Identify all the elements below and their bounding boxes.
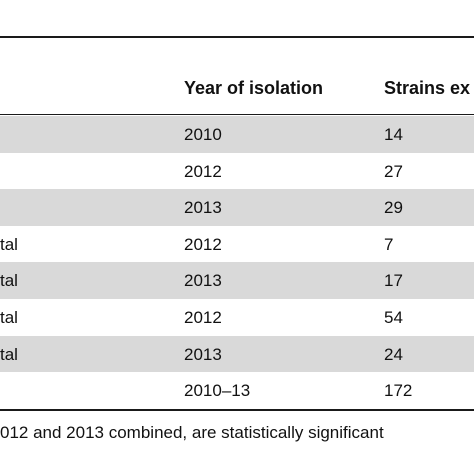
table-footnote: 012 and 2013 combined, are statistically…	[0, 423, 384, 442]
cell-year: 2012	[184, 307, 222, 327]
table-header: Year of isolation Strains ex	[0, 70, 474, 108]
cell-source: tal	[0, 271, 18, 291]
cell-year: 2013	[184, 271, 222, 291]
cell-year: 2013	[184, 198, 222, 218]
cell-year: 2012	[184, 234, 222, 254]
cell-year: 2013	[184, 344, 222, 364]
cell-source: tal	[0, 344, 18, 364]
table-top-rule	[0, 36, 474, 38]
table-row: 2010–13 172	[0, 372, 474, 409]
cell-year: 2010–13	[184, 381, 251, 401]
table-row: tal 2013 17	[0, 262, 474, 299]
cell-year: 2010	[184, 125, 222, 144]
header-strains: Strains ex	[384, 78, 471, 98]
table-row: 2010 14	[0, 116, 474, 153]
cell-source: tal	[0, 307, 18, 327]
cell-source: tal	[0, 234, 18, 254]
table-bottom-rule	[0, 409, 474, 411]
table-row: 2013 29	[0, 189, 474, 226]
cell-strains: 17	[384, 271, 403, 291]
table-row: 2012 27	[0, 153, 474, 190]
table-row: tal 2012 54	[0, 299, 474, 336]
header-year-of-isolation: Year of isolation	[184, 78, 324, 98]
cell-strains: 7	[384, 234, 394, 254]
cell-strains: 14	[384, 125, 403, 144]
cell-year: 2012	[184, 161, 222, 181]
table-row: tal 2013 24	[0, 335, 474, 373]
data-table: 2010 14 2012 27 2013 29 tal 2012 7 tal 2…	[0, 116, 474, 409]
cell-strains: 54	[384, 307, 403, 327]
table-row: tal 2012 7	[0, 226, 474, 263]
cell-strains: 29	[384, 198, 403, 218]
cell-strains: 172	[384, 381, 413, 401]
table-header-rule	[0, 114, 474, 115]
cell-strains: 27	[384, 161, 403, 181]
cell-strains: 24	[384, 344, 403, 364]
